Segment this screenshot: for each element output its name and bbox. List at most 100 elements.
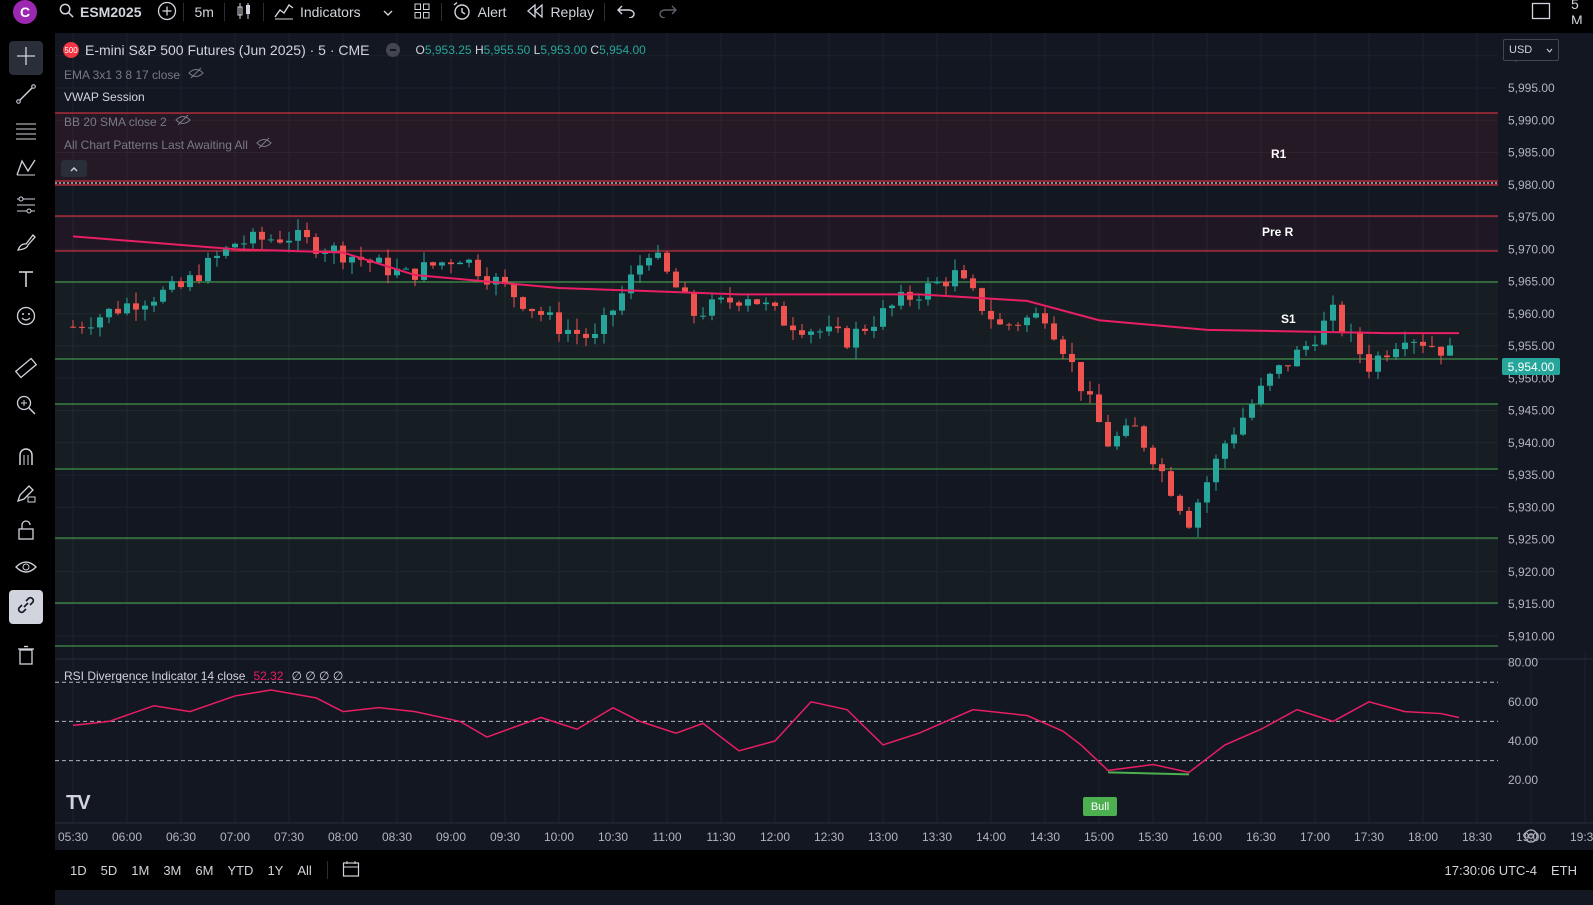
pattern-tool[interactable] — [9, 153, 43, 187]
time-axis-label: 09:30 — [490, 830, 520, 844]
candle-body — [439, 262, 445, 266]
candle-body — [1366, 354, 1372, 372]
replay-label: Replay — [550, 4, 595, 20]
candle-body — [376, 257, 382, 263]
candle-body — [295, 230, 301, 241]
compare-button[interactable] — [151, 0, 183, 24]
fib-tool[interactable] — [9, 116, 43, 150]
candle-body — [1249, 404, 1255, 418]
indicators-icon — [274, 2, 294, 23]
undo-button[interactable] — [605, 0, 647, 24]
time-axis-label: 13:30 — [922, 830, 952, 844]
chart-title[interactable]: E-mini S&P 500 Futures (Jun 2025) · 5 · … — [85, 42, 370, 58]
candle-body — [1429, 345, 1435, 347]
tradingview-logo[interactable]: TV — [66, 792, 91, 814]
range-6m[interactable]: 6M — [195, 862, 214, 878]
candle-body — [952, 270, 958, 287]
fib-lines-icon — [15, 120, 37, 147]
candle-body — [475, 259, 481, 277]
candle-body — [808, 331, 814, 335]
grid-icon — [413, 2, 431, 23]
candle-body — [979, 288, 985, 311]
range-ytd[interactable]: YTD — [227, 862, 254, 878]
price-axis-label: 5,945.00 — [1508, 404, 1555, 418]
text-tool[interactable] — [9, 264, 43, 298]
price-axis-label: 5,955.00 — [1508, 339, 1555, 353]
indicator-ema[interactable]: EMA 3x1 3 8 17 close — [64, 67, 204, 82]
candle-body — [1006, 324, 1012, 326]
market-status-icon[interactable] — [385, 43, 400, 57]
candle-body — [1051, 323, 1057, 340]
time-axis-label: 15:30 — [1138, 830, 1168, 844]
indicator-vwap[interactable]: VWAP Session — [64, 90, 145, 104]
range-1d[interactable]: 1D — [70, 862, 87, 878]
candle-body — [241, 243, 247, 245]
eye-off-icon[interactable] — [256, 137, 272, 152]
chart-settings-button[interactable] — [1523, 828, 1539, 849]
chart-area[interactable]: 6,000.005,995.005,990.005,985.005,980.00… — [55, 33, 1593, 905]
forecast-tool[interactable] — [9, 190, 43, 224]
clock-timezone[interactable]: 17:30:06 UTC-4 — [1444, 862, 1538, 878]
candle-body — [394, 268, 400, 276]
layouts-button[interactable] — [403, 0, 441, 24]
high-label: H — [474, 43, 484, 57]
candle-body — [1438, 346, 1444, 356]
candle-body — [574, 329, 580, 334]
candle-body — [736, 302, 742, 306]
session-label[interactable]: ETH — [1551, 862, 1577, 878]
magnet-tool[interactable] — [9, 441, 43, 475]
eye-off-icon[interactable] — [188, 67, 204, 82]
currency-label: USD — [1509, 44, 1533, 56]
candle-body — [457, 262, 463, 265]
price-axis-label: 5,970.00 — [1508, 242, 1555, 256]
range-all[interactable]: All — [297, 862, 312, 878]
indicator-patterns[interactable]: All Chart Patterns Last Awaiting All — [64, 137, 272, 152]
candle-body — [646, 257, 652, 266]
collapse-legend-button[interactable] — [61, 160, 87, 177]
symbol-legend: 500 E-mini S&P 500 Futures (Jun 2025) · … — [63, 42, 646, 58]
range-5d[interactable]: 5D — [100, 862, 118, 878]
stay-drawing-tool[interactable] — [9, 478, 43, 512]
chevron-down-icon[interactable] — [383, 4, 393, 20]
rsi-legend[interactable]: RSI Divergence Indicator 14 close 52.32 … — [64, 669, 343, 683]
candle-body — [1294, 349, 1300, 367]
indicators-button[interactable]: Indicators — [264, 0, 403, 24]
price-chart[interactable]: 6,000.005,995.005,990.005,985.005,980.00… — [55, 33, 1593, 850]
emoji-tool[interactable] — [9, 301, 43, 335]
time-axis-label: 19:00 — [1516, 830, 1546, 844]
redo-button[interactable] — [647, 0, 689, 24]
indicator-bb[interactable]: BB 20 SMA close 2 — [64, 114, 191, 129]
candle-body — [664, 252, 670, 272]
rsi-axis-label: 80.00 — [1508, 656, 1538, 670]
user-avatar[interactable]: C — [13, 0, 37, 24]
price-axis-label: 5,975.00 — [1508, 210, 1555, 224]
crosshair-tool[interactable] — [9, 41, 43, 75]
lock-tool[interactable] — [9, 515, 43, 549]
link-icon — [15, 594, 37, 621]
chart-type-button[interactable] — [225, 0, 263, 24]
candle-body — [1303, 346, 1309, 350]
range-3m[interactable]: 3M — [163, 862, 182, 878]
fullscreen-button[interactable] — [1521, 0, 1561, 24]
alert-button[interactable]: Alert — [442, 0, 517, 24]
range-1y[interactable]: 1Y — [267, 862, 284, 878]
ruler-tool[interactable] — [9, 353, 43, 387]
link-tool[interactable] — [9, 590, 43, 624]
close-label: C — [590, 43, 600, 57]
interval-button[interactable]: 5m — [194, 4, 214, 20]
trend-line-tool[interactable] — [9, 79, 43, 113]
replay-button[interactable]: Replay — [516, 0, 604, 24]
brush-tool[interactable] — [9, 227, 43, 261]
eye-off-icon[interactable] — [175, 114, 191, 129]
goto-date-button[interactable] — [336, 860, 366, 881]
range-1m[interactable]: 1M — [131, 862, 150, 878]
currency-select[interactable]: USD — [1503, 39, 1559, 61]
time-axis-label: 07:00 — [220, 830, 250, 844]
candle-body — [421, 262, 427, 280]
hide-tool[interactable] — [9, 552, 43, 586]
bull-divergence-badge: Bull — [1083, 797, 1117, 816]
remove-drawings-tool[interactable] — [9, 640, 43, 674]
symbol-search-button[interactable]: ESM2025 — [49, 0, 151, 24]
zoom-tool[interactable] — [9, 390, 43, 424]
candle-body — [304, 230, 310, 238]
